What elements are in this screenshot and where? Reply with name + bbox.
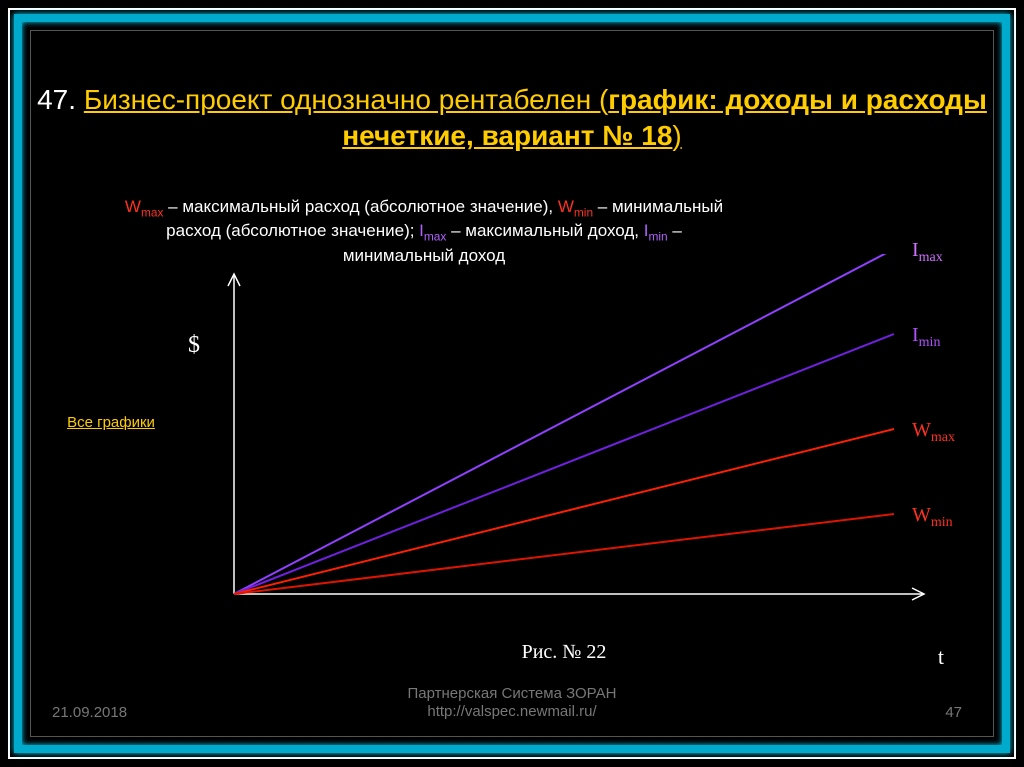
- series-label-Imin: Imin: [912, 324, 940, 351]
- footer-page-number: 47: [945, 704, 962, 721]
- series-label-Wmin: Wmin: [912, 504, 953, 531]
- slide-title: 47. Бизнес-проект однозначно рентабелен …: [34, 82, 990, 155]
- slide-content: 47. Бизнес-проект однозначно рентабелен …: [34, 34, 990, 733]
- wmin-sym: Wmin: [558, 197, 593, 216]
- all-charts-link[interactable]: Все графики: [66, 414, 156, 431]
- series-label-Imax: Imax: [912, 239, 943, 266]
- footer-url: http://valspec.newmail.ru/: [427, 703, 596, 720]
- title-text-1: Бизнес-проект однозначно рентабелен (: [84, 84, 608, 115]
- x-axis-label: t: [938, 644, 944, 670]
- title-number: 47.: [37, 84, 84, 115]
- chart-svg: [184, 254, 944, 634]
- footer-center: Партнерская Система ЗОРАН http://valspec…: [34, 685, 990, 721]
- imin-sym: Imin: [644, 221, 668, 240]
- y-axis-label: $: [188, 332, 200, 359]
- imax-sym: Imax: [419, 221, 446, 240]
- chart-caption: Рис. № 22: [184, 641, 944, 664]
- series-label-Wmax: Wmax: [912, 419, 955, 446]
- wmax-sym: Wmax: [125, 197, 164, 216]
- title-text-3: ): [672, 120, 681, 151]
- footer-org: Партнерская Система ЗОРАН: [408, 685, 617, 702]
- chart: $ Рис. № 22 t ImaxIminWmaxWmin: [184, 254, 944, 634]
